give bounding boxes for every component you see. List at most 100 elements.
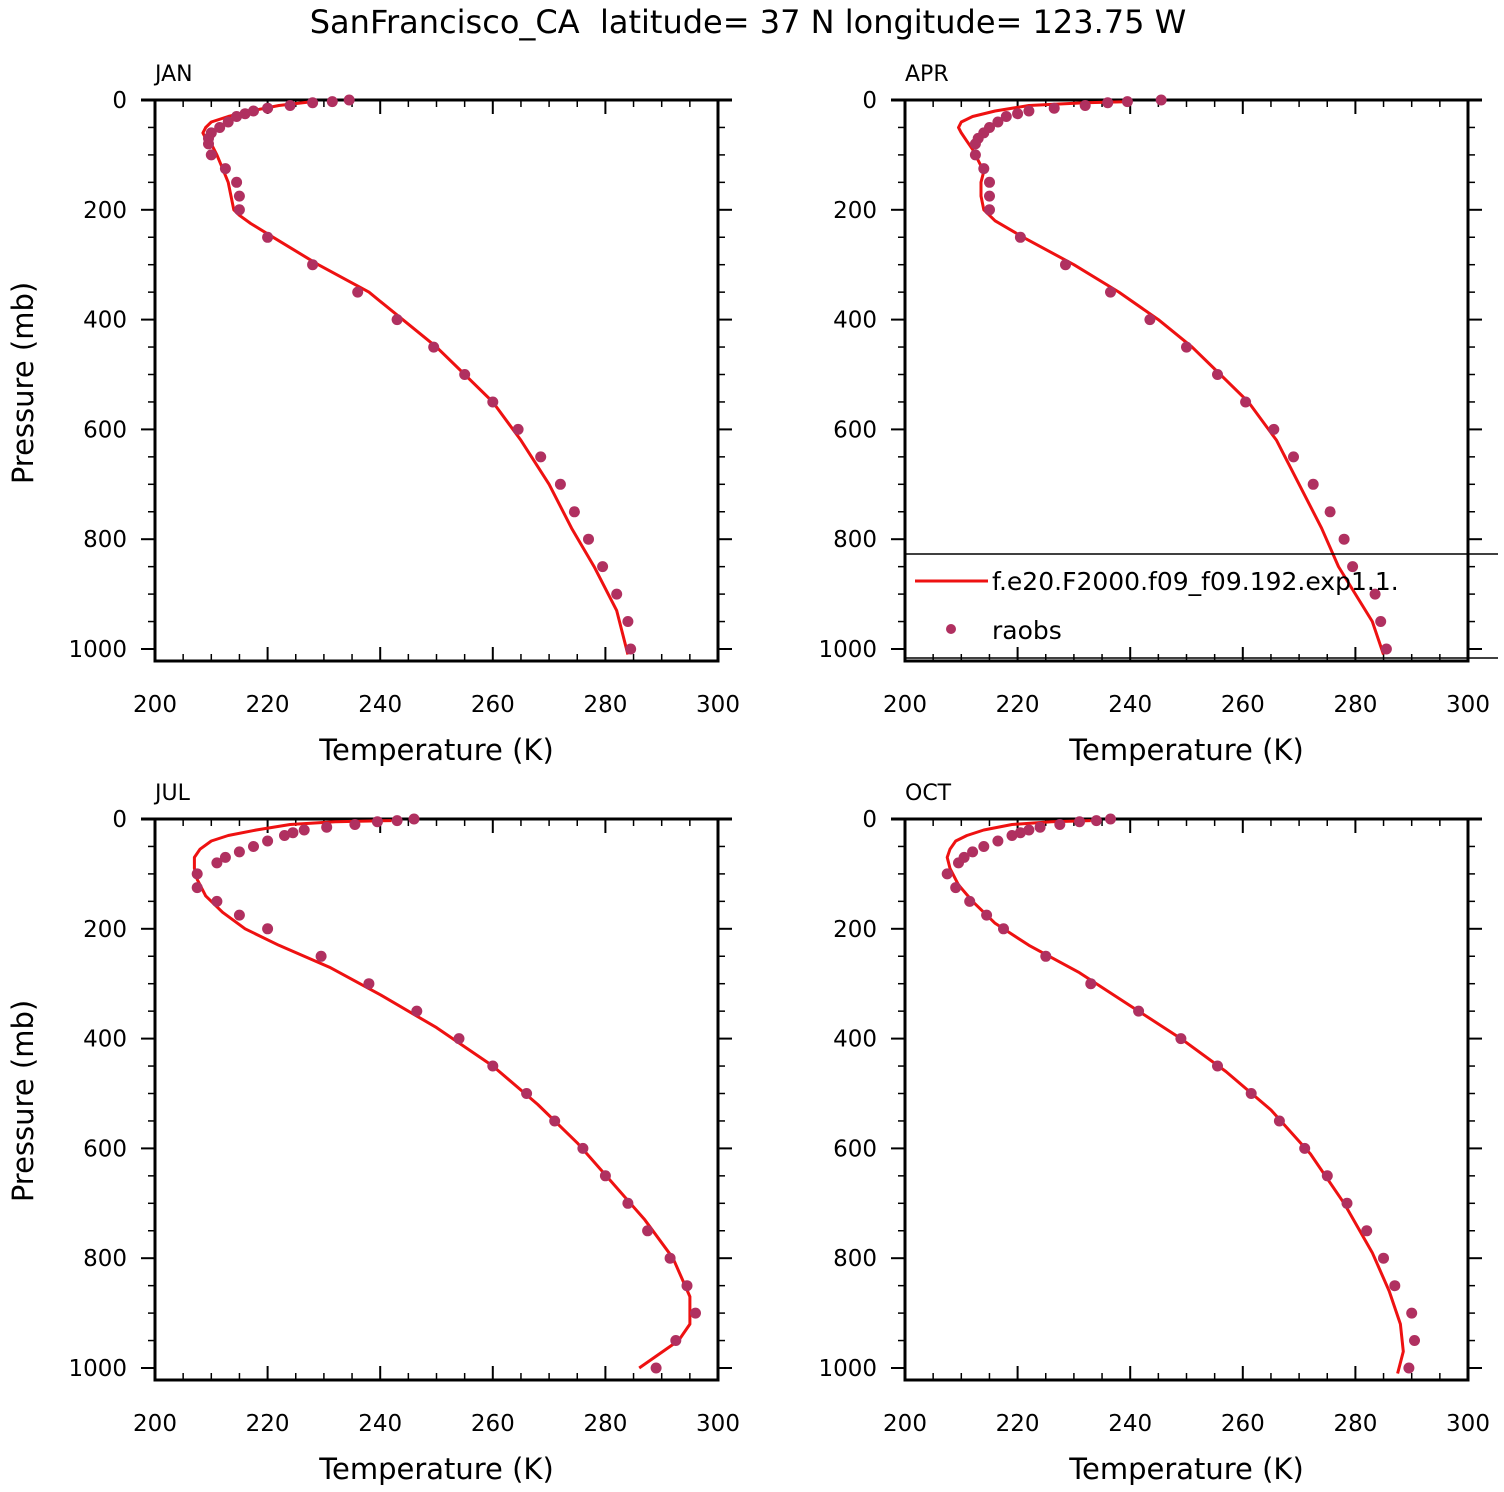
x-tick-label: 280 bbox=[1333, 1411, 1377, 1437]
obs-point bbox=[1321, 1170, 1333, 1182]
obs-point bbox=[599, 1170, 611, 1182]
obs-point bbox=[315, 950, 327, 962]
figure-title: SanFrancisco_CA latitude= 37 N longitude… bbox=[310, 3, 1187, 41]
plot-frame bbox=[153, 817, 720, 1382]
x-axis-title: Temperature (K) bbox=[318, 733, 554, 767]
obs-point bbox=[284, 100, 296, 111]
y-tick-label: 1000 bbox=[818, 637, 877, 663]
model-series-line bbox=[201, 100, 630, 655]
obs-point bbox=[611, 588, 623, 600]
obs-point bbox=[1090, 815, 1102, 827]
obs-point bbox=[262, 923, 274, 935]
obs-point bbox=[363, 978, 375, 990]
obs-point bbox=[1361, 1225, 1373, 1237]
y-tick-label: 1000 bbox=[68, 1356, 127, 1382]
obs-point bbox=[1268, 423, 1280, 435]
obs-point bbox=[205, 149, 217, 161]
obs-point bbox=[568, 506, 580, 518]
y-tick-label: 600 bbox=[83, 1136, 127, 1162]
obs-point bbox=[1155, 94, 1167, 106]
x-tick-label: 280 bbox=[583, 692, 627, 718]
x-tick-label: 260 bbox=[471, 692, 515, 718]
y-tick-label: 800 bbox=[83, 527, 127, 553]
x-tick-label: 200 bbox=[133, 692, 177, 718]
obs-point bbox=[1034, 821, 1046, 833]
obs-point bbox=[262, 835, 274, 847]
obs-point bbox=[1144, 314, 1156, 326]
y-tick-label: 0 bbox=[112, 807, 127, 833]
obs-point bbox=[248, 105, 259, 117]
obs-point bbox=[1369, 588, 1381, 600]
obs-point bbox=[279, 830, 290, 841]
obs-point bbox=[1133, 1005, 1145, 1017]
obs-point bbox=[1375, 616, 1387, 627]
legend-model-label: f.e20.F2000.f09_f09.192.exp1.1. bbox=[992, 567, 1399, 596]
y-tick-label: 0 bbox=[112, 88, 127, 114]
x-tick-label: 240 bbox=[358, 1411, 402, 1437]
y-tick-label: 600 bbox=[833, 417, 877, 443]
obs-point bbox=[321, 821, 333, 833]
obs-point bbox=[343, 94, 355, 106]
obs-point bbox=[287, 827, 299, 839]
obs-point bbox=[1338, 533, 1350, 545]
obs-point bbox=[1012, 108, 1024, 120]
x-tick-label: 260 bbox=[1221, 692, 1265, 718]
y-tick-label: 800 bbox=[833, 527, 877, 553]
obs-point bbox=[219, 851, 231, 863]
obs-point bbox=[1403, 1362, 1415, 1374]
obs-point bbox=[219, 163, 231, 175]
obs-point bbox=[1299, 1142, 1311, 1154]
y-tick-label: 200 bbox=[83, 917, 127, 943]
obs-point bbox=[978, 163, 990, 175]
obs-point bbox=[307, 97, 319, 109]
y-tick-label: 800 bbox=[833, 1246, 877, 1272]
obs-point bbox=[1006, 830, 1018, 841]
y-tick-label: 200 bbox=[833, 198, 877, 224]
x-tick-label: 300 bbox=[696, 1411, 740, 1437]
x-tick-label: 260 bbox=[1221, 1411, 1265, 1437]
obs-point bbox=[622, 616, 634, 627]
panels: 200 220 240 260 280 300 0 200 400 600 800 1000 JAN Te… bbox=[6, 62, 1490, 1486]
y-tick-label: 400 bbox=[833, 308, 877, 334]
obs-point bbox=[984, 204, 995, 216]
y-tick-label: 400 bbox=[83, 1027, 127, 1053]
obs-point bbox=[191, 868, 203, 880]
obs-point bbox=[1240, 396, 1252, 408]
panel-label: JAN bbox=[153, 62, 193, 87]
panel-oct: 200 220 240 260 280 300 0 200 400 600 800 1000 OCT Te… bbox=[818, 781, 1490, 1486]
panel-jan: 200 220 240 260 280 300 0 200 400 600 800 1000 JAN Te… bbox=[6, 62, 740, 767]
obs-point bbox=[233, 909, 245, 921]
obs-point bbox=[1023, 824, 1035, 836]
obs-point bbox=[1406, 1307, 1418, 1319]
obs-point bbox=[371, 816, 383, 828]
obs-point bbox=[953, 857, 964, 869]
obs-point bbox=[411, 1005, 423, 1017]
obs-point bbox=[352, 286, 364, 298]
obs-point bbox=[1060, 259, 1071, 271]
obs-point bbox=[222, 116, 234, 128]
obs-point bbox=[992, 116, 1004, 128]
legend-obs-marker bbox=[946, 624, 956, 634]
obs-point bbox=[1074, 816, 1085, 828]
obs-point bbox=[1273, 1115, 1285, 1127]
obs-point bbox=[681, 1280, 693, 1292]
obs-point bbox=[211, 895, 223, 907]
model-series-line bbox=[945, 819, 1405, 1374]
obs-point bbox=[326, 96, 338, 108]
obs-point bbox=[262, 231, 274, 243]
y-tick-label: 800 bbox=[83, 1246, 127, 1272]
obs-point bbox=[1389, 1280, 1401, 1292]
obs-point bbox=[967, 846, 979, 858]
obs-point bbox=[1085, 978, 1097, 990]
obs-point bbox=[408, 813, 420, 825]
x-tick-label: 240 bbox=[1108, 692, 1152, 718]
obs-point bbox=[521, 1088, 533, 1099]
obs-point bbox=[512, 423, 524, 435]
x-tick-label: 300 bbox=[696, 692, 740, 718]
obs-point bbox=[211, 857, 223, 869]
obs-point bbox=[622, 1197, 634, 1209]
obs-point bbox=[1307, 478, 1319, 490]
obs-point bbox=[984, 176, 995, 188]
obs-point bbox=[428, 341, 440, 353]
